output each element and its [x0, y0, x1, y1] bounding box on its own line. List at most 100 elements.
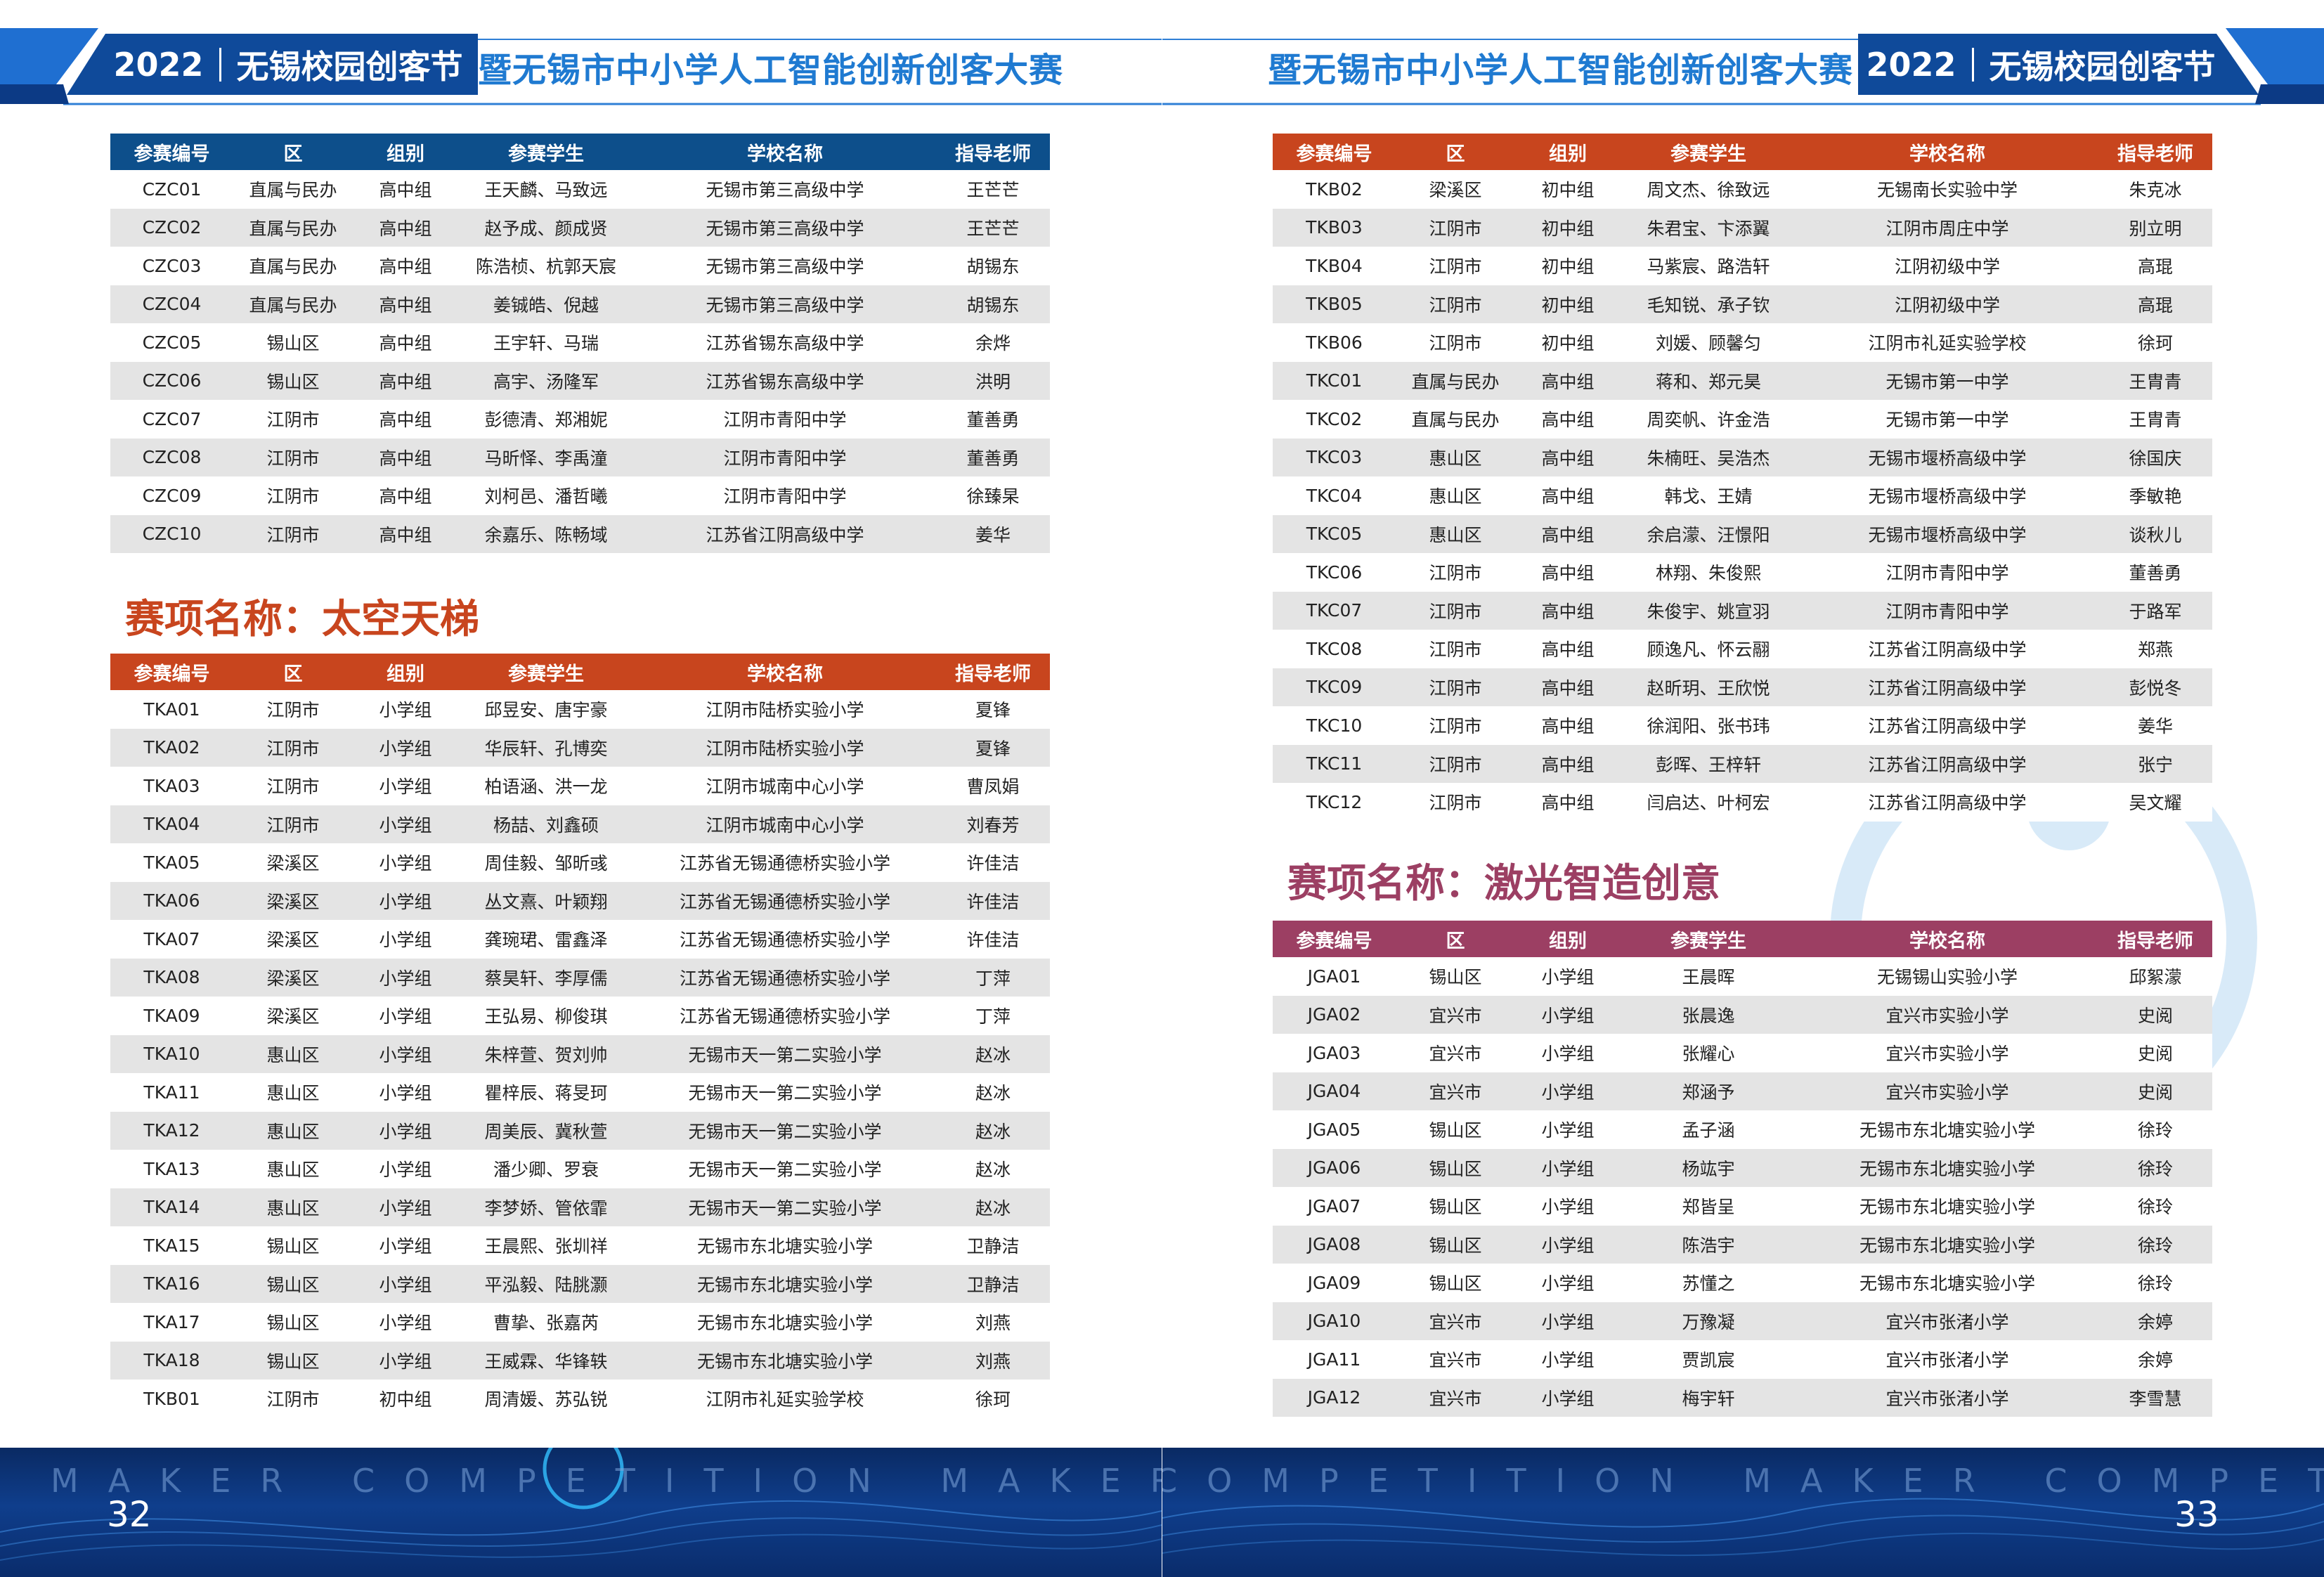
col-header-teacher: 指导老师: [2098, 921, 2212, 957]
cell-teacher: 董善勇: [936, 400, 1050, 439]
cell-students: 王宇轩、马瑞: [458, 323, 634, 362]
cell-group: 高中组: [353, 323, 458, 362]
cell-entry-id: TKC10: [1273, 706, 1396, 745]
cell-teacher: 姜华: [936, 514, 1050, 553]
cell-group: 小学组: [1515, 1072, 1621, 1110]
table-row: TKC05 惠山区 高中组 余启濛、汪憬阳 无锡市堰桥高级中学 谈秋儿: [1273, 514, 2212, 553]
cell-school: 江阴市礼延实验学校: [634, 1380, 936, 1418]
cell-entry-id: CZC02: [110, 208, 233, 247]
cell-group: 初中组: [1515, 323, 1621, 362]
cell-school: 江阴初级中学: [1796, 285, 2098, 323]
table-row: TKA16 锡山区 小学组 平泓毅、陆朓灏 无锡市东北塘实验小学 卫静洁: [110, 1264, 1050, 1303]
table-row: TKA13 惠山区 小学组 潘少卿、罗衰 无锡市天一第二实验小学 赵冰: [110, 1150, 1050, 1188]
cell-school: 江苏省无锡通德桥实验小学: [634, 920, 936, 959]
cell-students: 姜铖皓、倪越: [458, 285, 634, 323]
table-header-row: 参赛编号 区 组别 参赛学生 学校名称 指导老师: [110, 134, 1050, 170]
cell-district: 锡山区: [233, 1303, 353, 1342]
cell-teacher: 别立明: [2098, 208, 2212, 247]
cell-students: 平泓毅、陆朓灏: [458, 1264, 634, 1303]
cell-group: 高中组: [1515, 706, 1621, 745]
cell-entry-id: TKA08: [110, 958, 233, 997]
cell-group: 高中组: [1515, 361, 1621, 400]
cell-teacher: 徐玲: [2098, 1264, 2212, 1302]
table-row: TKA11 惠山区 小学组 瞿梓辰、蒋旻珂 无锡市天一第二实验小学 赵冰: [110, 1073, 1050, 1112]
cell-students: 闫启达、叶柯宏: [1621, 783, 1796, 822]
logo-separator: [219, 47, 221, 82]
cell-entry-id: CZC05: [110, 323, 233, 362]
col-header-id: 参赛编号: [1273, 134, 1396, 170]
table-row: JGA03 宜兴市 小学组 张耀心 宜兴市实验小学 史阅: [1273, 1034, 2212, 1072]
cell-entry-id: JGA12: [1273, 1378, 1396, 1417]
year-label: 2022: [113, 45, 204, 84]
cell-group: 初中组: [1515, 208, 1621, 247]
cell-students: 周美辰、冀秋萱: [458, 1111, 634, 1150]
cell-school: 宜兴市实验小学: [1796, 1034, 2098, 1072]
cell-group: 高中组: [353, 514, 458, 553]
cell-district: 直属与民办: [1396, 361, 1515, 400]
cell-teacher: 季敏艳: [2098, 476, 2212, 515]
cell-teacher: 赵冰: [936, 1150, 1050, 1188]
cell-students: 马昕怿、李禹潼: [458, 438, 634, 476]
table-row: TKC02 直属与民办 高中组 周奕帆、许金浩 无锡市第一中学 王胄青: [1273, 400, 2212, 439]
col-header-school: 学校名称: [1796, 921, 2098, 957]
cell-district: 惠山区: [233, 1111, 353, 1150]
cell-students: 瞿梓辰、蒋旻珂: [458, 1073, 634, 1112]
cell-school: 无锡市天一第二实验小学: [634, 1188, 936, 1226]
cell-teacher: 邱絮濛: [2098, 957, 2212, 996]
cell-entry-id: CZC03: [110, 247, 233, 285]
table-row: TKB02 梁溪区 初中组 周文杰、徐致远 无锡南长实验中学 朱克冰: [1273, 170, 2212, 209]
cell-district: 梁溪区: [233, 997, 353, 1035]
festival-logo: 2022 无锡校园创客节: [1865, 34, 2216, 95]
cell-entry-id: TKB04: [1273, 247, 1396, 285]
cell-students: 柏语涵、洪一龙: [458, 767, 634, 805]
table-row: TKA14 惠山区 小学组 李梦娇、管依霏 无锡市天一第二实验小学 赵冰: [110, 1188, 1050, 1226]
table-row: CZC03 直属与民办 高中组 陈浩桢、杭郭天宸 无锡市第三高级中学 胡锡东: [110, 247, 1050, 285]
cell-group: 小学组: [353, 1150, 458, 1188]
table-row: CZC04 直属与民办 高中组 姜铖皓、倪越 无锡市第三高级中学 胡锡东: [110, 285, 1050, 323]
cell-school: 江阴市青阳中学: [634, 400, 936, 439]
cell-teacher: 吴文耀: [2098, 783, 2212, 822]
cell-district: 江阴市: [1396, 247, 1515, 285]
cell-students: 杨喆、刘鑫硕: [458, 805, 634, 843]
cell-entry-id: TKA09: [110, 997, 233, 1035]
cell-group: 小学组: [353, 1264, 458, 1303]
table-header-row: 参赛编号 区 组别 参赛学生 学校名称 指导老师: [1273, 134, 2212, 170]
table-tkb-body: TKB02 梁溪区 初中组 周文杰、徐致远 无锡南长实验中学 朱克冰 TKB03 江阴市 初中组…: [1273, 170, 2212, 822]
cell-school: 江苏省锡东高级中学: [634, 323, 936, 362]
cell-district: 梁溪区: [1396, 170, 1515, 209]
cell-entry-id: TKA13: [110, 1150, 233, 1188]
cell-students: 曹挚、张嘉芮: [458, 1303, 634, 1342]
cell-entry-id: CZC10: [110, 514, 233, 553]
col-header-students: 参赛学生: [458, 654, 634, 690]
cell-students: 周佳毅、邹昕彧: [458, 843, 634, 882]
table-row: TKA05 梁溪区 小学组 周佳毅、邹昕彧 江苏省无锡通德桥实验小学 许佳洁: [110, 843, 1050, 882]
cell-school: 江阴市城南中心小学: [634, 767, 936, 805]
cell-teacher: 史阅: [2098, 995, 2212, 1034]
cell-district: 江阴市: [1396, 553, 1515, 592]
table-row: CZC08 江阴市 高中组 马昕怿、李禹潼 江阴市青阳中学 董善勇: [110, 438, 1050, 476]
cell-students: 赵予成、颜成贤: [458, 208, 634, 247]
year-label: 2022: [1866, 45, 1956, 84]
cell-school: 江阴市礼延实验学校: [1796, 323, 2098, 362]
cell-school: 无锡南长实验中学: [1796, 170, 2098, 209]
cell-teacher: 徐珂: [936, 1380, 1050, 1418]
cell-school: 江阴市城南中心小学: [634, 805, 936, 843]
cell-entry-id: TKC01: [1273, 361, 1396, 400]
cell-students: 朱楠旺、吴浩杰: [1621, 438, 1796, 476]
cell-group: 小学组: [1515, 957, 1621, 996]
cell-students: 彭晖、王梓轩: [1621, 744, 1796, 783]
cell-district: 锡山区: [1396, 1225, 1515, 1264]
cell-district: 锡山区: [233, 323, 353, 362]
table-tkb-tkc: 参赛编号 区 组别 参赛学生 学校名称 指导老师 TKB02 梁溪区 初中组 周文杰、…: [1273, 134, 2212, 822]
cell-group: 高中组: [1515, 438, 1621, 476]
cell-entry-id: TKA12: [110, 1111, 233, 1150]
cell-entry-id: TKA01: [110, 690, 233, 729]
cell-entry-id: TKC12: [1273, 783, 1396, 822]
cell-students: 王晨熙、张圳祥: [458, 1226, 634, 1265]
cell-entry-id: CZC09: [110, 476, 233, 515]
col-header-id: 参赛编号: [110, 134, 233, 170]
cell-entry-id: JGA03: [1273, 1034, 1396, 1072]
cell-students: 赵昕玥、王欣悦: [1621, 668, 1796, 706]
cell-students: 华辰轩、孔博奕: [458, 728, 634, 767]
cell-teacher: 曹凤娟: [936, 767, 1050, 805]
